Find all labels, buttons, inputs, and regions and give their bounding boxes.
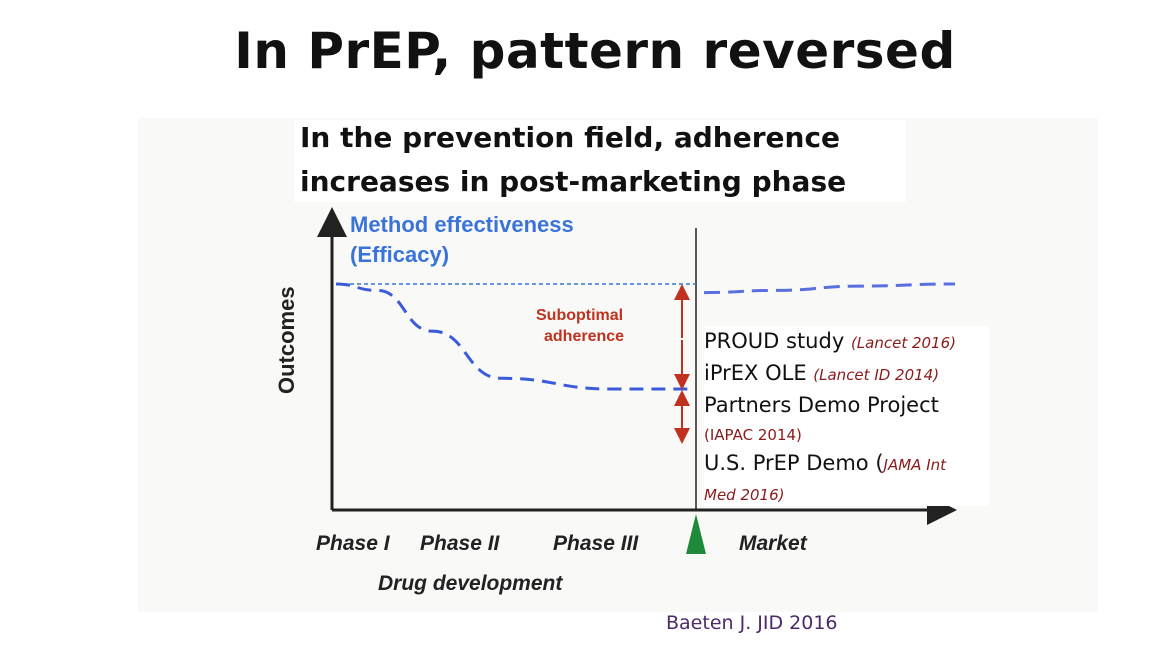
phase-label-3: Phase III bbox=[553, 532, 639, 555]
slide-title: In PrEP, pattern reversed bbox=[234, 22, 956, 80]
study-iprex-name: iPrEX OLE bbox=[704, 361, 807, 385]
x-axis-label: Drug development bbox=[378, 572, 563, 595]
subtitle: In the prevention field, adherence incre… bbox=[300, 116, 900, 204]
y-axis-label: Outcomes bbox=[274, 286, 299, 394]
phase-label-market: Market bbox=[739, 532, 808, 555]
study-partners-ref-line: (IAPAC 2014) bbox=[704, 420, 989, 448]
citation: Baeten J. JID 2016 bbox=[666, 612, 838, 634]
series-line-market bbox=[703, 282, 956, 295]
study-us: U.S. PrEP Demo (JAMA Int bbox=[704, 448, 989, 480]
study-proud-name: PROUD study bbox=[704, 329, 845, 353]
study-list: PROUD study (Lancet 2016) iPrEX OLE (Lan… bbox=[704, 326, 989, 506]
study-partners: Partners Demo Project bbox=[704, 393, 939, 417]
phase-label-2: Phase II bbox=[420, 532, 501, 555]
efficacy-label-2: (Efficacy) bbox=[350, 242, 449, 267]
market-marker bbox=[686, 514, 706, 554]
study-us-ref-line: Med 2016) bbox=[704, 480, 989, 508]
subtitle-line-1: In the prevention field, adherence bbox=[300, 121, 841, 154]
study-proud-ref: (Lancet 2016) bbox=[850, 334, 956, 352]
study-proud: PROUD study (Lancet 2016) bbox=[704, 326, 989, 358]
series-line-pre-market bbox=[335, 282, 694, 391]
gap-label-1: Suboptimal bbox=[536, 307, 623, 324]
study-us-name: U.S. PrEP Demo ( bbox=[704, 451, 884, 475]
study-us-ref-2: Med 2016) bbox=[704, 486, 785, 504]
study-iprex: iPrEX OLE (Lancet ID 2014) bbox=[704, 358, 989, 390]
subtitle-line-2: increases in post-marketing phase bbox=[300, 165, 847, 198]
study-us-ref-1: JAMA Int bbox=[883, 456, 946, 474]
efficacy-label-1: Method effectiveness bbox=[350, 212, 574, 237]
gap-label-2: adherence bbox=[544, 328, 624, 345]
subtitle-background bbox=[294, 120, 906, 202]
study-iprex-ref: (Lancet ID 2014) bbox=[813, 366, 940, 384]
study-partners-ref: (IAPAC 2014) bbox=[704, 426, 802, 444]
phase-label-1: Phase I bbox=[316, 532, 391, 555]
